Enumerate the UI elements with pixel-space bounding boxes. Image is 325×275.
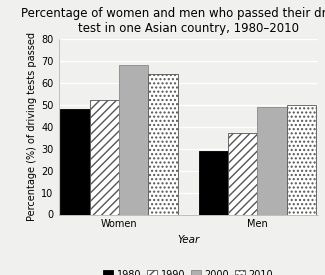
Bar xyxy=(90,100,119,214)
Title: Percentage of women and men who passed their driving
test in one Asian country, : Percentage of women and men who passed t… xyxy=(21,7,325,35)
X-axis label: Year: Year xyxy=(177,235,200,245)
Bar xyxy=(228,133,257,214)
Bar xyxy=(119,65,149,214)
Legend: 1980, 1990, 2000, 2010: 1980, 1990, 2000, 2010 xyxy=(99,266,277,275)
Bar xyxy=(149,74,178,214)
Bar xyxy=(287,105,316,214)
Y-axis label: Percentage (%) of driving tests passed: Percentage (%) of driving tests passed xyxy=(27,32,37,221)
Bar xyxy=(257,107,287,214)
Bar xyxy=(199,151,228,215)
Bar xyxy=(60,109,90,214)
